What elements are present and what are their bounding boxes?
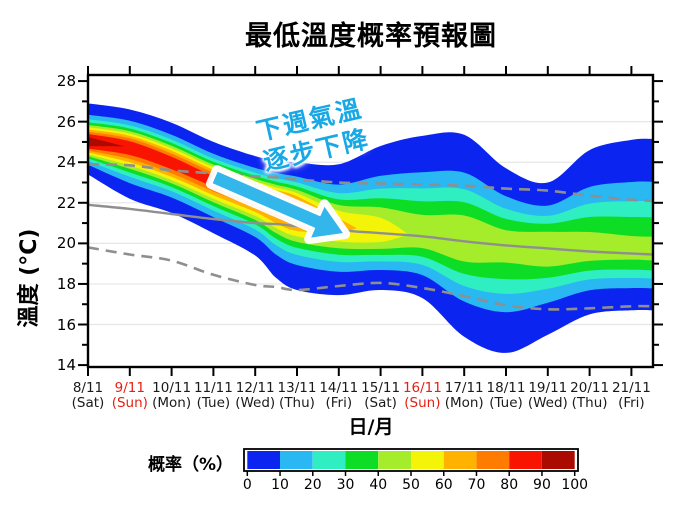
trend-arrow-body xyxy=(209,168,347,241)
weekday-text: (Thu) xyxy=(571,395,608,411)
upper-dashed-line xyxy=(88,163,653,203)
colorbar-tick-label-0: 0 xyxy=(242,477,252,493)
prob-band-90 xyxy=(88,137,125,147)
y-tick-label-14: 14 xyxy=(56,356,76,375)
date-label-10-11: 10/11 (Mon) xyxy=(148,381,196,411)
weekday-text: (Mon) xyxy=(444,395,484,411)
colorbar-segment-90 xyxy=(542,451,575,469)
prob-band-40 xyxy=(88,125,653,267)
colorbar-segment-60 xyxy=(443,451,477,469)
date-text: 10/11 xyxy=(152,380,192,396)
date-label-11-11: 11/11 (Tue) xyxy=(189,381,237,411)
weekday-text: (Mon) xyxy=(152,395,192,411)
colorbar-segment-50 xyxy=(411,451,444,469)
date-text: 20/11 xyxy=(570,380,610,396)
colorbar-tick-label-80: 80 xyxy=(500,477,519,493)
weekday-text: (Tue) xyxy=(489,395,523,411)
y-tick-label-28: 28 xyxy=(56,72,76,91)
weekday-text: (Wed) xyxy=(527,395,568,411)
colorbar-segment-30 xyxy=(345,451,379,469)
colorbar-tick-label-70: 70 xyxy=(467,477,486,493)
colorbar-segment-70 xyxy=(476,451,510,469)
weekday-text: (Tue) xyxy=(196,395,231,411)
colorbar-tick-label-10: 10 xyxy=(271,477,289,493)
y-tick-label-22: 22 xyxy=(56,193,76,212)
weekday-text: (Fri) xyxy=(618,395,645,411)
date-text: 13/11 xyxy=(277,380,317,396)
date-text: 15/11 xyxy=(361,380,401,396)
colorbar-tick-label-20: 20 xyxy=(303,477,322,493)
weekday-text: (Sun) xyxy=(111,395,148,411)
weekday-text: (Wed) xyxy=(235,395,276,411)
colorbar-segment-0 xyxy=(247,451,280,469)
date-label-16-11: 16/11 (Sun) xyxy=(398,381,446,411)
date-label-15-11: 15/11 (Sat) xyxy=(357,381,405,411)
date-text: 14/11 xyxy=(319,380,359,396)
lower-dashed-line xyxy=(88,246,653,311)
colorbar-segment-20 xyxy=(312,451,346,469)
median-solid-line xyxy=(88,203,653,256)
date-text: 8/11 xyxy=(72,380,104,396)
date-text: 16/11 xyxy=(402,380,442,396)
date-text: 12/11 xyxy=(235,380,275,396)
date-label-19-11: 19/11 (Wed) xyxy=(524,381,572,411)
date-text: 11/11 xyxy=(193,380,233,396)
date-label-8-11: 8/11 (Sat) xyxy=(64,381,112,411)
weekday-text: (Sat) xyxy=(364,395,397,411)
date-label-12-11: 12/11 (Wed) xyxy=(231,381,279,411)
y-tick-label-24: 24 xyxy=(56,153,76,172)
x-axis-label: 日/月 xyxy=(348,416,394,438)
trend-arrow xyxy=(206,165,351,245)
date-label-14-11: 14/11 (Fri) xyxy=(315,381,363,411)
weekday-text: (Thu) xyxy=(279,395,315,411)
date-label-13-11: 13/11 (Thu) xyxy=(273,381,321,411)
colorbar-segment-80 xyxy=(509,451,542,469)
plot-frame xyxy=(86,73,655,369)
date-text: 19/11 xyxy=(528,380,568,396)
y-tick-label-18: 18 xyxy=(56,274,76,293)
date-text: 21/11 xyxy=(611,380,651,396)
colorbar-segment-10 xyxy=(280,451,313,469)
date-text: 9/11 xyxy=(114,380,145,396)
date-label-18-11: 18/11 (Tue) xyxy=(482,381,530,411)
colorbar-label: 概率（%） xyxy=(147,455,233,475)
y-tick-label-16: 16 xyxy=(56,315,76,334)
y-tick-label-26: 26 xyxy=(56,112,76,131)
date-text: 17/11 xyxy=(444,380,484,396)
y-tick-label-20: 20 xyxy=(56,234,76,253)
page-title: 最低溫度概率預報圖 xyxy=(245,21,497,52)
date-label-21-11: 21/11 (Fri) xyxy=(607,381,655,411)
weekday-text: (Fri) xyxy=(325,395,353,411)
colorbar-tick-label-50: 50 xyxy=(402,477,420,493)
date-label-17-11: 17/11 (Mon) xyxy=(440,381,488,411)
date-label-20-11: 20/11 (Thu) xyxy=(566,381,614,411)
y-axis-label: 溫度 (°C) xyxy=(17,228,42,328)
colorbar-segment-40 xyxy=(378,451,411,469)
colorbar-tick-label-60: 60 xyxy=(434,477,453,493)
reference-lines xyxy=(88,163,653,311)
date-label-9-11: 9/11 (Sun) xyxy=(106,381,154,411)
colorbar-tick-label-90: 90 xyxy=(533,477,551,493)
colorbar-tick-label-40: 40 xyxy=(369,477,388,493)
date-text: 18/11 xyxy=(486,380,526,396)
weekday-text: (Sat) xyxy=(71,395,105,411)
weekday-text: (Sun) xyxy=(404,395,441,411)
colorbar-tick-label-30: 30 xyxy=(336,477,355,493)
colorbar-tick-label-100: 100 xyxy=(561,477,589,493)
